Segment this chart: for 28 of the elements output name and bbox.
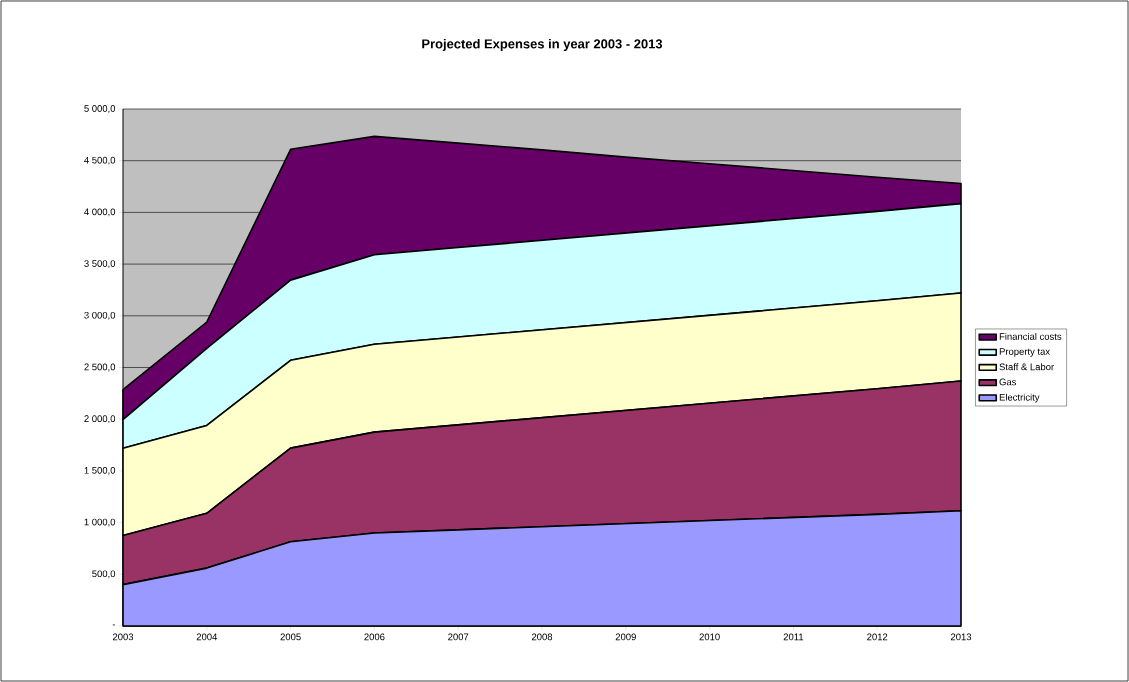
- y-tick-label: 4 500,0: [84, 156, 116, 165]
- y-tick-label: 3 000,0: [84, 311, 116, 320]
- y-tick-label: 2 000,0: [84, 415, 116, 424]
- x-tick-label: 2010: [699, 633, 720, 641]
- x-tick-label: 2012: [867, 633, 888, 641]
- x-tick-label: 2006: [364, 633, 385, 641]
- x-tick-label: 2007: [448, 633, 469, 641]
- x-tick-label: 2008: [531, 633, 553, 641]
- x-tick-label: 2009: [615, 633, 636, 641]
- y-tick-label: 1 000,0: [84, 518, 116, 527]
- x-tick-label: 2004: [196, 633, 218, 641]
- y-tick-label: 4 000,0: [84, 208, 116, 217]
- y-tick-label: 2 500,0: [84, 363, 116, 372]
- x-tick-label: 2003: [112, 633, 134, 641]
- y-tick-label: 3 500,0: [84, 260, 116, 269]
- legend-label: Property tax: [999, 348, 1050, 357]
- legend-label: Gas: [999, 378, 1017, 386]
- y-tick-label: 5 000,0: [84, 105, 116, 113]
- x-tick-label: 2005: [280, 633, 301, 641]
- x-tick-label: 2011: [783, 633, 804, 641]
- chart-title: Projected Expenses in year 2003 - 2013: [422, 38, 663, 52]
- legend-label: Electricity: [999, 393, 1040, 403]
- y-tick-label: 1 500,0: [84, 466, 116, 475]
- legend-label: Financial costs: [999, 332, 1062, 340]
- x-tick-label: 2013: [950, 633, 972, 641]
- legend-label: Staff & Labor: [999, 363, 1054, 371]
- y-tick-label: 500,0: [92, 570, 116, 579]
- y-tick-label: -: [112, 624, 116, 626]
